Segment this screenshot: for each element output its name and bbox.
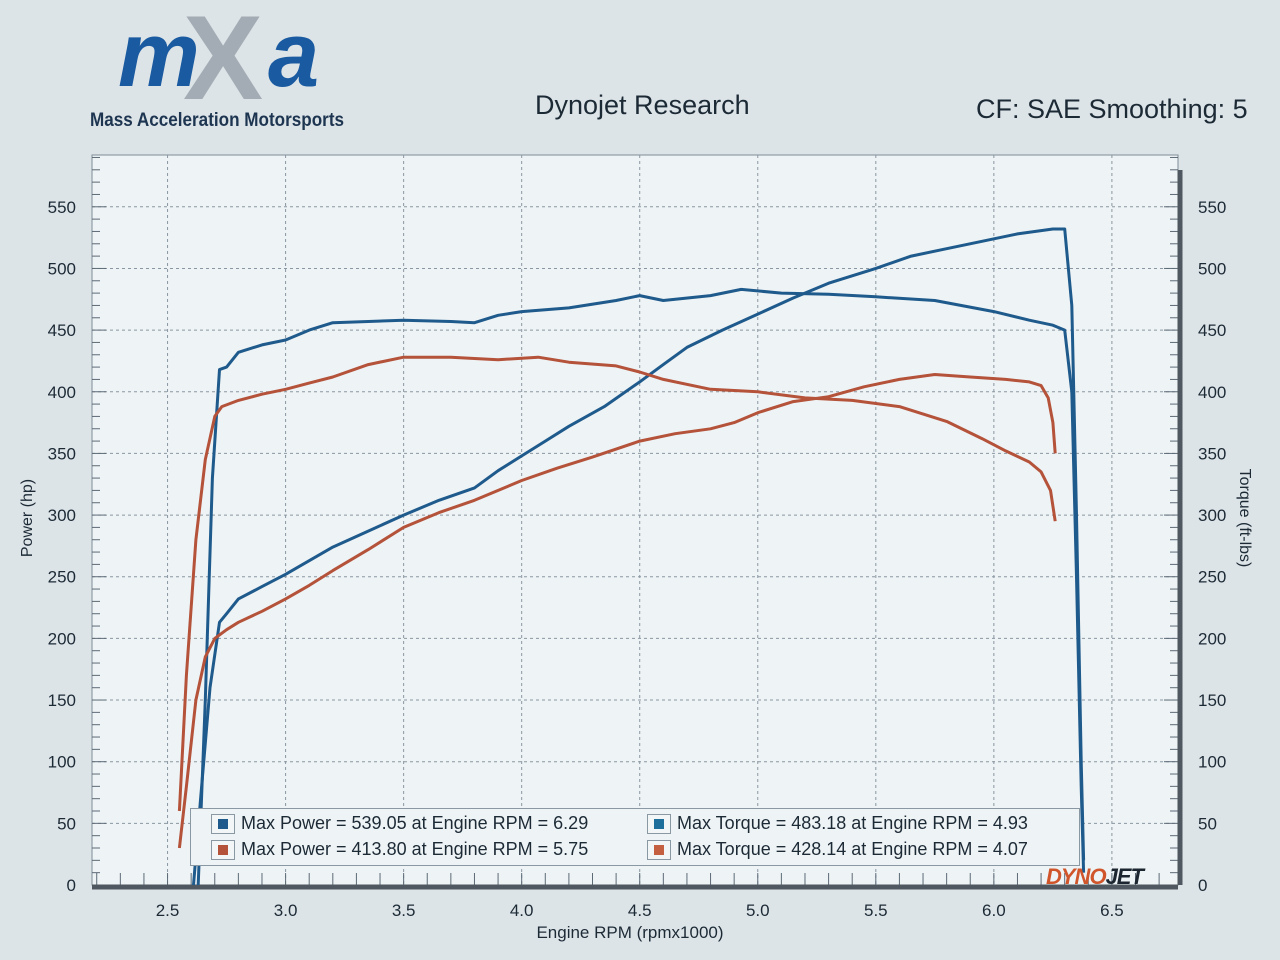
y-tick-label-right: 450	[1198, 321, 1226, 340]
x-tick-label: 6.0	[982, 901, 1006, 920]
legend-swatch-blue	[211, 813, 235, 834]
legend: Max Power = 539.05 at Engine RPM = 6.29 …	[190, 808, 1080, 866]
y-tick-label-right: 550	[1198, 198, 1226, 217]
y-tick-label-left: 200	[48, 629, 76, 648]
correction-factor-label: CF: SAE Smoothing: 5	[976, 94, 1248, 124]
y-tick-label-right: 200	[1198, 629, 1226, 648]
chart-title: Dynojet Research	[535, 90, 750, 120]
y-tick-label-left: 450	[48, 321, 76, 340]
x-tick-label: 2.5	[156, 901, 180, 920]
legend-label: Max Torque = 428.14 at Engine RPM = 4.07	[677, 839, 1028, 859]
legend-label: Max Power = 539.05 at Engine RPM = 6.29	[241, 813, 589, 833]
dynojet-logo-part2: JET	[1105, 864, 1144, 889]
y-tick-label-left: 100	[48, 753, 76, 772]
legend-label: Max Torque = 483.18 at Engine RPM = 4.93	[677, 813, 1028, 833]
y-tick-label-right: 300	[1198, 506, 1226, 525]
y-tick-label-right: 500	[1198, 259, 1226, 278]
x-tick-label: 4.5	[628, 901, 652, 920]
y-tick-label-right: 100	[1198, 753, 1226, 772]
svg-text:X: X	[183, 4, 263, 125]
x-tick-label: 4.0	[510, 901, 534, 920]
y-tick-label-right: 250	[1198, 568, 1226, 587]
y-tick-label-left: 400	[48, 383, 76, 402]
y-tick-label-left: 0	[67, 876, 76, 895]
series-line-torque-run-1	[196, 287, 1086, 886]
svg-text:a: a	[268, 4, 319, 106]
dynojet-logo-part1: DYNO	[1046, 864, 1107, 889]
y-axis-label-right: Torque (ft-lbs)	[1236, 469, 1253, 568]
y-tick-label-right: 350	[1198, 444, 1226, 463]
x-tick-label: 3.0	[274, 901, 298, 920]
plot-area	[91, 154, 1179, 886]
series-line-power-run-2	[177, 373, 1057, 849]
mxa-logo: X m a	[118, 4, 319, 125]
legend-item-max-torque-2: Max Torque = 428.14 at Engine RPM = 4.07	[647, 839, 1028, 860]
y-axis-label-left: Power (hp)	[19, 479, 36, 557]
legend-swatch-red	[211, 839, 235, 860]
x-tick-label: 5.0	[746, 901, 770, 920]
y-tick-label-left: 150	[48, 691, 76, 710]
x-axis-label: Engine RPM (rpmx1000)	[536, 923, 723, 942]
legend-item-max-torque-1: Max Torque = 483.18 at Engine RPM = 4.93	[647, 813, 1028, 834]
y-tick-label-left: 350	[48, 444, 76, 463]
dynojet-logo: DYNOJET	[1046, 864, 1144, 890]
y-tick-label-right: 0	[1198, 876, 1207, 895]
series-line-power-run-1	[192, 227, 1086, 886]
legend-item-max-power-1: Max Power = 539.05 at Engine RPM = 6.29	[211, 813, 588, 834]
svg-text:m: m	[118, 4, 196, 106]
y-tick-label-right: 150	[1198, 691, 1226, 710]
legend-label: Max Power = 413.80 at Engine RPM = 5.75	[241, 839, 589, 859]
legend-swatch-blue	[647, 813, 671, 834]
x-tick-label: 3.5	[392, 901, 416, 920]
y-tick-label-left: 50	[57, 814, 76, 833]
logo-subtitle: Mass Acceleration Motorsports	[90, 110, 345, 131]
x-tick-label: 5.5	[864, 901, 888, 920]
y-tick-label-left: 300	[48, 506, 76, 525]
y-tick-label-left: 500	[48, 259, 76, 278]
y-tick-label-left: 250	[48, 568, 76, 587]
legend-swatch-red	[647, 839, 671, 860]
series-line-torque-run-2	[177, 355, 1057, 812]
y-tick-label-right: 400	[1198, 383, 1226, 402]
y-tick-label-right: 50	[1198, 814, 1217, 833]
legend-item-max-power-2: Max Power = 413.80 at Engine RPM = 5.75	[211, 839, 588, 860]
x-tick-label: 6.5	[1100, 901, 1124, 920]
y-tick-label-left: 550	[48, 198, 76, 217]
